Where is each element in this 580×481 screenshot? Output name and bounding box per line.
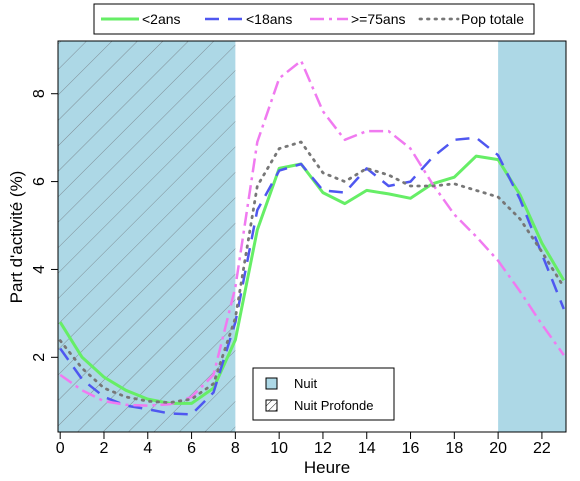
region-legend-swatch-0 <box>265 377 278 390</box>
y-tick-label: 8 <box>31 89 48 98</box>
x-tick-label: 2 <box>100 440 109 457</box>
plot-frame <box>57 40 567 433</box>
x-tick-label: 22 <box>533 440 551 457</box>
night-regions <box>58 41 566 432</box>
x-tick-label: 0 <box>56 440 65 457</box>
x-tick-label: 18 <box>445 440 463 457</box>
region-legend-label-1: Nuit Profonde <box>294 398 374 413</box>
y-tick-label: 6 <box>31 177 48 186</box>
x-tick-label: 6 <box>187 440 196 457</box>
region-legend-label-0: Nuit <box>294 376 318 391</box>
y-axis: 2 4 6 8 <box>31 89 58 362</box>
series-line-1 <box>59 136 565 416</box>
y-axis-label: Part d'activité (%) <box>7 171 26 304</box>
series-line-3 <box>58 140 566 405</box>
legend-label-1: <18ans <box>246 11 292 27</box>
region-legend: Nuit Nuit Profonde <box>252 367 395 421</box>
x-tick-label: 10 <box>270 440 288 457</box>
series-line-2 <box>59 59 565 407</box>
x-tick-label: 16 <box>402 440 420 457</box>
region-legend-hatch-1 <box>265 399 278 412</box>
y-tick-label: 2 <box>31 353 48 362</box>
x-tick-label: 20 <box>489 440 507 457</box>
legend-label-0: <2ans <box>142 11 181 27</box>
x-tick-label: 12 <box>314 440 332 457</box>
x-tick-label: 14 <box>358 440 376 457</box>
legend-label-2: >=75ans <box>351 11 406 27</box>
series-legend: <2ans <18ans >=75ans Pop totale <box>93 3 535 35</box>
series-lines <box>58 59 566 416</box>
x-axis-label: Heure <box>304 458 350 477</box>
x-axis: 0 2 4 6 8 10 12 14 16 18 20 22 <box>56 432 551 457</box>
x-tick-label: 4 <box>143 440 152 457</box>
y-tick-label: 4 <box>31 265 48 274</box>
deep-night-hatch-0 <box>58 41 236 432</box>
legend-label-3: Pop totale <box>461 11 524 27</box>
x-tick-label: 8 <box>231 440 240 457</box>
